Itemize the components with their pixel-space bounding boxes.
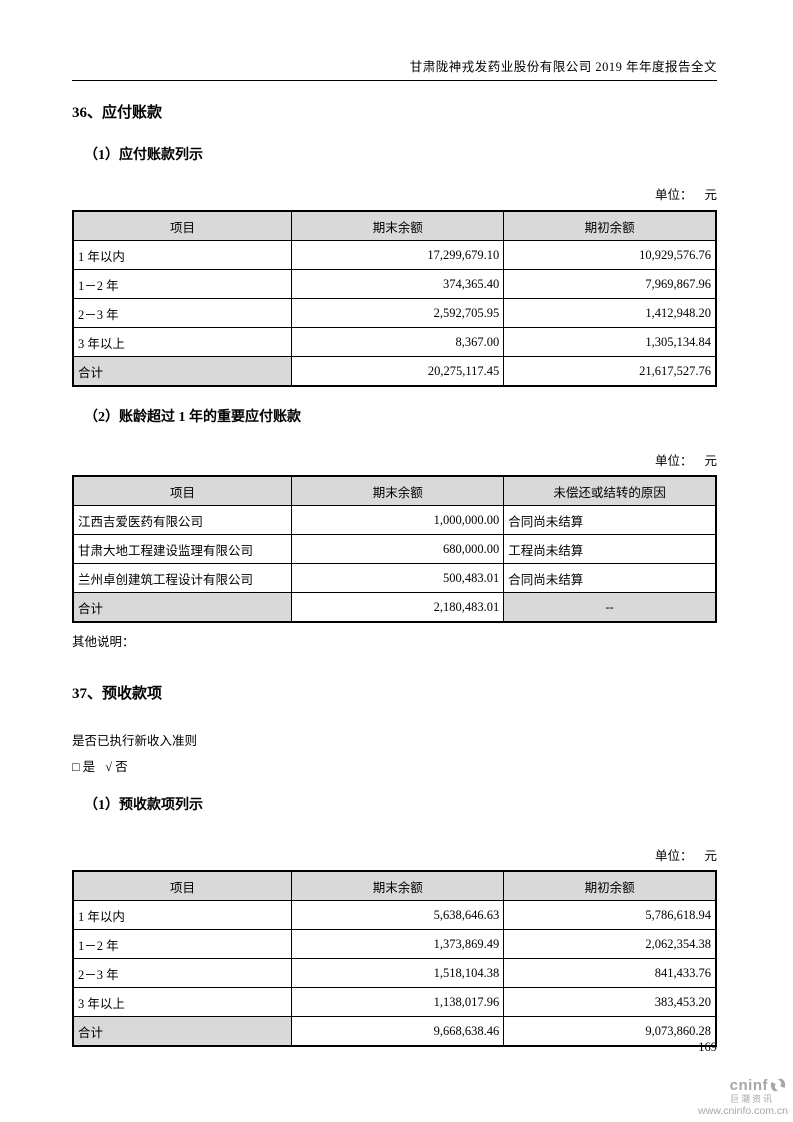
cell-ending-balance: 680,000.00 xyxy=(291,534,505,564)
cell-beginning-balance: 7,969,867.96 xyxy=(503,269,717,299)
other-note: 其他说明： xyxy=(72,635,135,649)
table-row: 兰州卓创建筑工程设计有限公司 500,483.01 合同尚未结算 xyxy=(72,563,717,593)
cell-ending-balance: 17,299,679.10 xyxy=(291,240,505,270)
cell-beginning-balance: 1,305,134.84 xyxy=(503,327,717,357)
cell-ending-balance: 1,518,104.38 xyxy=(291,958,505,988)
cninfo-logo-top: cninf xyxy=(698,1077,786,1093)
new-revenue-standard-question: 是否已执行新收入准则 xyxy=(72,734,198,748)
col-header-ending-balance: 期末余额 xyxy=(291,870,505,901)
cell-beginning-balance: 383,453.20 xyxy=(503,987,717,1017)
table-row: 1－2 年 1,373,869.49 2,062,354.38 xyxy=(72,929,717,959)
unit-label: 单位： xyxy=(654,188,693,202)
table-row: 2－3 年 2,592,705.95 1,412,948.20 xyxy=(72,298,717,328)
page-number: 169 xyxy=(698,1040,717,1054)
cell-beginning-balance: 2,062,354.38 xyxy=(503,929,717,959)
cell-reason: 工程尚未结算 xyxy=(503,534,717,564)
section-36-sub2-title: （2）账龄超过 1 年的重要应付账款 xyxy=(84,410,301,425)
advances-received-aging-table: 项目 期末余额 期初余额 1 年以内 5,638,646.63 5,786,61… xyxy=(72,870,717,1047)
cell-company: 兰州卓创建筑工程设计有限公司 xyxy=(72,563,293,593)
table-total-row: 合计 2,180,483.01 -- xyxy=(72,592,717,623)
cell-item: 3 年以上 xyxy=(72,327,293,357)
cninfo-chinese-name: 巨潮资讯 xyxy=(729,1094,774,1104)
col-header-ending-balance: 期末余额 xyxy=(291,475,505,506)
cell-item: 1 年以内 xyxy=(72,240,293,270)
cell-item: 2－3 年 xyxy=(72,298,293,328)
table-row: 1 年以内 5,638,646.63 5,786,618.94 xyxy=(72,900,717,930)
table-row: 1－2 年 374,365.40 7,969,867.96 xyxy=(72,269,717,299)
report-header-title: 甘肃陇神戎发药业股份有限公司 2019 年年度报告全文 xyxy=(72,0,717,81)
cell-total-label: 合计 xyxy=(72,356,293,387)
unit-label: 单位： xyxy=(654,849,693,863)
unit-line-3: 单位： 元 xyxy=(72,845,717,864)
unit-value: 元 xyxy=(704,849,717,863)
cninfo-brand-text: cninf xyxy=(729,1076,768,1094)
cell-total-ending-balance: 9,668,638.46 xyxy=(291,1016,505,1047)
cninfo-logo: cninf 巨潮资讯 www.cninfo.com.cn xyxy=(698,1077,788,1117)
section-37-sub1-title: （1）预收款项列示 xyxy=(84,798,203,813)
col-header-item: 项目 xyxy=(72,210,293,241)
cell-company: 江西吉爱医药有限公司 xyxy=(72,505,293,535)
cninfo-url: www.cninfo.com.cn xyxy=(698,1105,788,1117)
table-header-row: 项目 期末余额 期初余额 xyxy=(72,210,717,241)
cell-ending-balance: 5,638,646.63 xyxy=(291,900,505,930)
yes-no-checkline: □ 是 √ 否 xyxy=(72,756,717,775)
table-row: 1 年以内 17,299,679.10 10,929,576.76 xyxy=(72,240,717,270)
cell-total-label: 合计 xyxy=(72,592,293,623)
cell-total-reason: -- xyxy=(503,592,717,623)
cell-company: 甘肃大地工程建设监理有限公司 xyxy=(72,534,293,564)
cell-ending-balance: 8,367.00 xyxy=(291,327,505,357)
checkbox-no-option: √ 否 xyxy=(105,760,128,774)
cell-total-ending-balance: 2,180,483.01 xyxy=(291,592,505,623)
cell-beginning-balance: 1,412,948.20 xyxy=(503,298,717,328)
cell-beginning-balance: 841,433.76 xyxy=(503,958,717,988)
cell-ending-balance: 1,000,000.00 xyxy=(291,505,505,535)
table-header-row: 项目 期末余额 期初余额 xyxy=(72,870,717,901)
cell-total-label: 合计 xyxy=(72,1016,293,1047)
col-header-beginning-balance: 期初余额 xyxy=(503,870,717,901)
cell-reason: 合同尚未结算 xyxy=(503,563,717,593)
section-36-sub1-title: （1）应付账款列示 xyxy=(84,148,203,163)
unit-value: 元 xyxy=(704,454,717,468)
page-content: 甘肃陇神戎发药业股份有限公司 2019 年年度报告全文 36、应付账款 （1）应… xyxy=(72,0,717,1047)
table-total-row: 合计 20,275,117.45 21,617,527.76 xyxy=(72,356,717,387)
unit-value: 元 xyxy=(704,188,717,202)
cell-reason: 合同尚未结算 xyxy=(503,505,717,535)
cell-total-ending-balance: 20,275,117.45 xyxy=(291,356,505,387)
table-row: 甘肃大地工程建设监理有限公司 680,000.00 工程尚未结算 xyxy=(72,534,717,564)
cell-beginning-balance: 10,929,576.76 xyxy=(503,240,717,270)
accounts-payable-aging-table: 项目 期末余额 期初余额 1 年以内 17,299,679.10 10,929,… xyxy=(72,210,717,387)
unit-line-2: 单位： 元 xyxy=(72,450,717,469)
checkbox-yes-option: □ 是 xyxy=(72,760,96,774)
cell-total-beginning-balance: 9,073,860.28 xyxy=(503,1016,717,1047)
col-header-beginning-balance: 期初余额 xyxy=(503,210,717,241)
unit-line-1: 单位： 元 xyxy=(72,184,717,203)
cell-beginning-balance: 5,786,618.94 xyxy=(503,900,717,930)
table-row: 3 年以上 8,367.00 1,305,134.84 xyxy=(72,327,717,357)
cell-ending-balance: 1,138,017.96 xyxy=(291,987,505,1017)
table-row: 3 年以上 1,138,017.96 383,453.20 xyxy=(72,987,717,1017)
cell-item: 1－2 年 xyxy=(72,269,293,299)
unit-label: 单位： xyxy=(654,454,693,468)
cell-ending-balance: 2,592,705.95 xyxy=(291,298,505,328)
cell-total-beginning-balance: 21,617,527.76 xyxy=(503,356,717,387)
section-36-title: 36、应付账款 xyxy=(72,105,163,121)
cell-ending-balance: 374,365.40 xyxy=(291,269,505,299)
cell-ending-balance: 500,483.01 xyxy=(291,563,505,593)
col-header-item: 项目 xyxy=(72,475,293,506)
table-header-row: 项目 期末余额 未偿还或结转的原因 xyxy=(72,475,717,506)
table-row: 江西吉爱医药有限公司 1,000,000.00 合同尚未结算 xyxy=(72,505,717,535)
cell-item: 3 年以上 xyxy=(72,987,293,1017)
cninfo-swirl-icon xyxy=(770,1078,786,1092)
cell-item: 1 年以内 xyxy=(72,900,293,930)
col-header-ending-balance: 期末余额 xyxy=(291,210,505,241)
col-header-item: 项目 xyxy=(72,870,293,901)
table-row: 2－3 年 1,518,104.38 841,433.76 xyxy=(72,958,717,988)
col-header-reason: 未偿还或结转的原因 xyxy=(503,475,717,506)
cell-ending-balance: 1,373,869.49 xyxy=(291,929,505,959)
section-37-title: 37、预收款项 xyxy=(72,686,163,702)
cell-item: 2－3 年 xyxy=(72,958,293,988)
table-total-row: 合计 9,668,638.46 9,073,860.28 xyxy=(72,1016,717,1047)
cell-item: 1－2 年 xyxy=(72,929,293,959)
important-payables-over-1-year-table: 项目 期末余额 未偿还或结转的原因 江西吉爱医药有限公司 1,000,000.0… xyxy=(72,475,717,623)
